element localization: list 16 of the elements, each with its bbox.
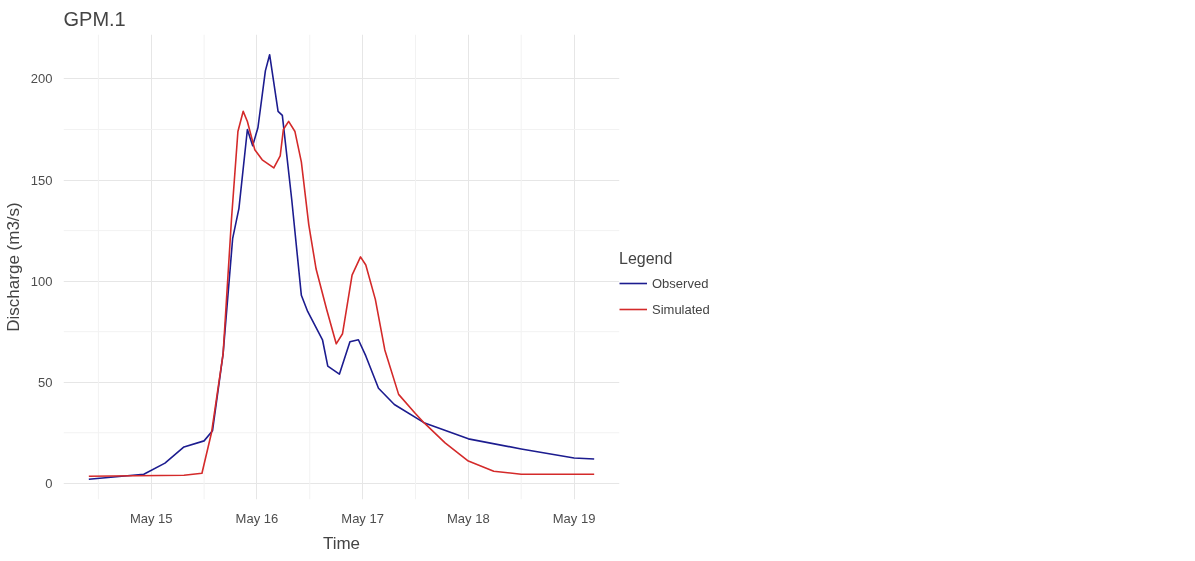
y-tick-label: 100 — [30, 273, 53, 289]
x-tick-label: May 16 — [235, 510, 279, 526]
x-tick-label: May 19 — [552, 510, 596, 526]
y-tick-label: 150 — [30, 172, 53, 188]
chart-title: GPM.1 — [63, 7, 126, 30]
legend-title: Legend — [619, 250, 674, 268]
x-tick-label: May 15 — [129, 510, 173, 526]
x-tick-label: May 18 — [447, 510, 490, 526]
y-axis-title: Discharge (m3/s) — [3, 202, 23, 332]
x-axis-title: Time — [322, 533, 361, 553]
y-tick-label: 50 — [38, 374, 53, 390]
x-tick-label: May 17 — [341, 510, 384, 526]
legend-label: Simulated — [652, 301, 710, 317]
legend-label: Observed — [652, 275, 709, 291]
y-tick-label: 200 — [30, 71, 53, 87]
y-tick-label: 0 — [45, 475, 53, 491]
